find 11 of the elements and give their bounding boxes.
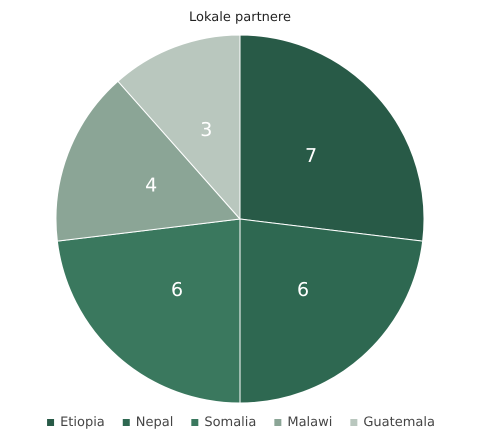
legend-label: Guatemala xyxy=(363,415,435,430)
legend-label: Nepal xyxy=(136,415,174,430)
legend-label: Malawi xyxy=(287,415,332,430)
legend-label: Etiopia xyxy=(60,415,105,430)
data-label: 7 xyxy=(305,145,318,168)
data-label: 3 xyxy=(200,119,212,142)
data-label: 6 xyxy=(296,279,310,302)
data-label: 4 xyxy=(145,174,158,196)
chart-title: Lokale partnere xyxy=(189,10,291,25)
data-label: 6 xyxy=(170,279,184,302)
legend-label: Somalia xyxy=(204,415,256,430)
